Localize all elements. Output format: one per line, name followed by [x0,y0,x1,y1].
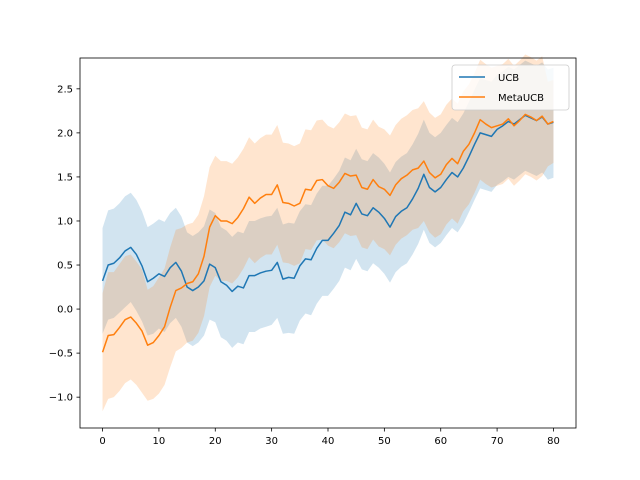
x-axis: 0 10 20 30 40 50 60 70 80 [99,428,560,447]
legend: UCB MetaUCB [451,64,570,111]
x-tick-label: 40 [322,436,335,447]
y-tick-label: 0.0 [57,305,73,316]
x-tick-label: 10 [153,436,166,447]
y-tick-label: 0.5 [57,261,73,272]
y-tick-label: −1.0 [49,393,73,404]
band-ucb [102,60,554,348]
legend-label-metaucb: MetaUCB [498,93,544,104]
legend-label-ucb: UCB [498,73,519,84]
x-tick-label: 20 [209,436,222,447]
line-ucb [101,114,554,293]
line-metaucb [101,113,554,353]
band-metaucb [102,54,554,412]
series-lines [101,113,554,353]
x-tick-label: 30 [265,436,278,447]
y-tick-label: 1.5 [57,172,73,183]
y-tick-label: 1.0 [57,216,73,227]
x-tick-label: 50 [378,436,391,447]
y-axis: −1.0 −0.5 0.0 0.5 1.0 1.5 2.0 2.5 [49,84,80,404]
y-tick-label: 2.0 [57,128,73,139]
y-tick-label: 2.5 [57,84,73,95]
x-tick-label: 60 [434,436,447,447]
confidence-bands [102,54,554,412]
x-tick-label: 0 [99,436,105,447]
x-tick-label: 70 [491,436,504,447]
y-tick-label: −0.5 [49,349,73,360]
x-tick-label: 80 [547,436,560,447]
